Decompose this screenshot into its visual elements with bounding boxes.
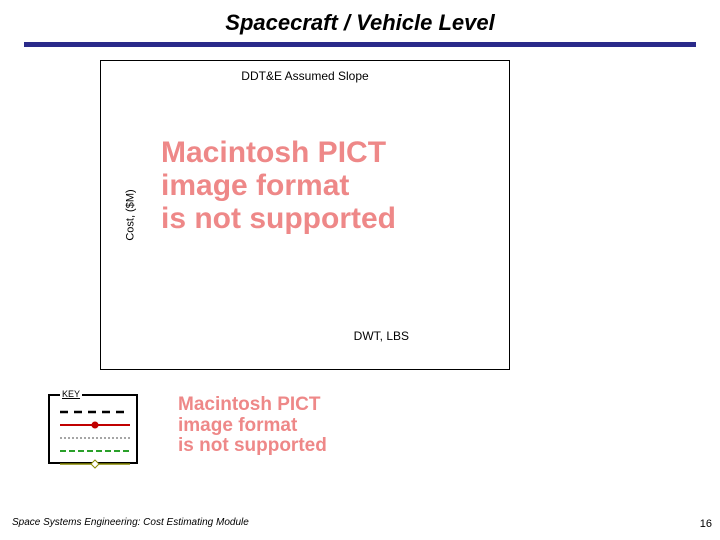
legend-box: KEY — [48, 394, 138, 464]
pict-line: Macintosh PICT — [178, 395, 327, 416]
pict-line: image format — [161, 169, 396, 202]
pict-line: Macintosh PICT — [161, 136, 396, 169]
legend-row — [58, 458, 128, 471]
pict-line: is not supported — [161, 202, 396, 235]
pict-placeholder-legend: Macintosh PICTimage formatis not support… — [178, 395, 327, 457]
chart-y-axis-label: Cost, ($M) — [125, 189, 137, 240]
chart-container: DDT&E Assumed Slope Cost, ($M) DWT, LBS … — [100, 60, 510, 370]
pict-line: image format — [178, 416, 327, 437]
chart-title: DDT&E Assumed Slope — [101, 61, 509, 83]
footer-text: Space Systems Engineering: Cost Estimati… — [12, 517, 249, 528]
legend-row — [58, 445, 128, 458]
pict-placeholder-main: Macintosh PICTimage formatis not support… — [161, 136, 396, 235]
legend-row — [58, 406, 128, 419]
chart-x-axis-label: DWT, LBS — [354, 329, 409, 343]
page-number: 16 — [700, 518, 712, 530]
legend-row — [58, 419, 128, 432]
legend-row — [58, 432, 128, 445]
pict-line: is not supported — [178, 436, 327, 457]
legend-lines — [50, 396, 136, 475]
page-title: Spacecraft / Vehicle Level — [0, 0, 720, 42]
title-divider — [24, 42, 696, 47]
legend-title: KEY — [60, 389, 82, 399]
